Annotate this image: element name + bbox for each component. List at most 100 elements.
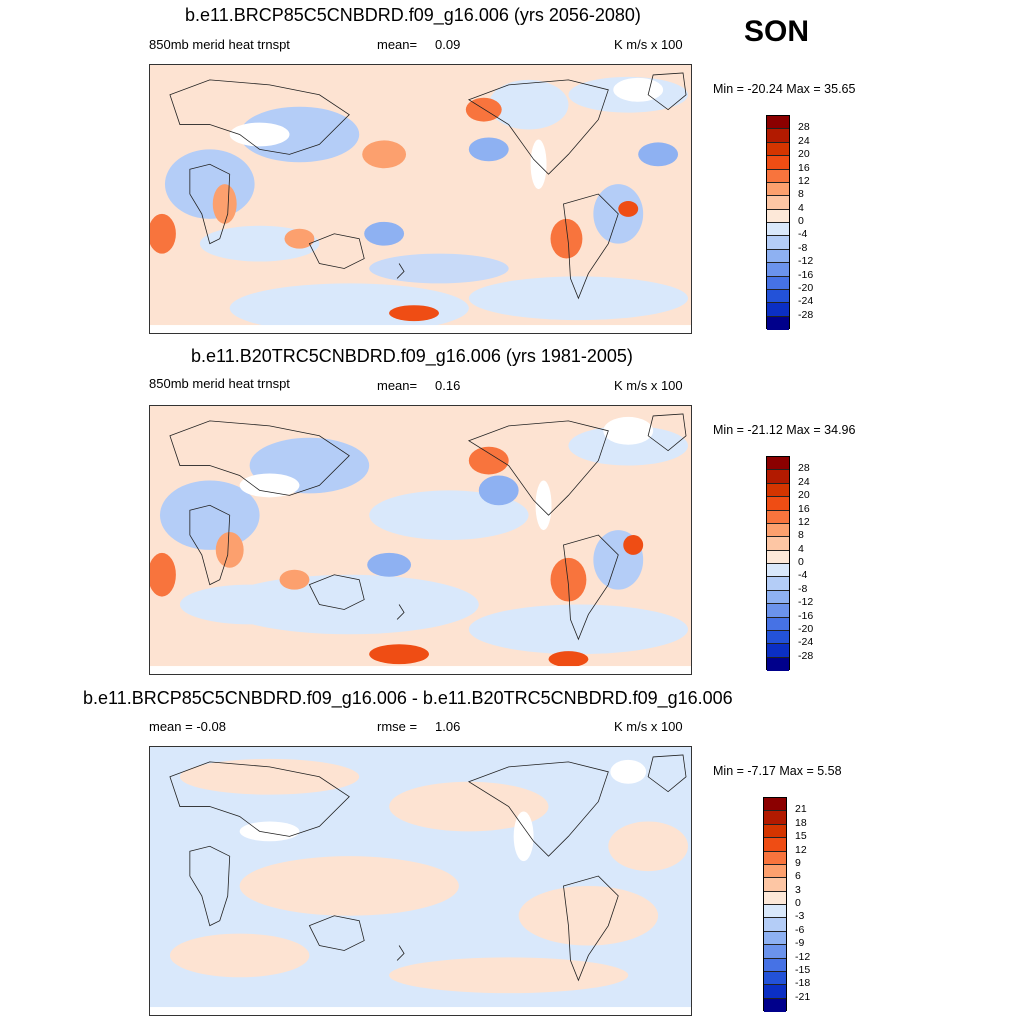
colorbar-tick-label: -12 <box>795 950 811 963</box>
colorbar-swatch <box>767 142 789 157</box>
colorbar-swatch <box>767 316 789 330</box>
colorbar-swatch <box>767 657 789 671</box>
colorbar-swatch <box>764 878 786 892</box>
colorbar-tick-label: 16 <box>798 161 810 174</box>
colorbar-swatch <box>764 971 786 986</box>
panel1-mean-value: 0.09 <box>435 37 461 52</box>
panel2-minmax: Min = -21.12 Max = 34.96 <box>713 423 856 437</box>
colorbar-tick-label: 6 <box>795 870 801 883</box>
colorbar-swatch <box>764 985 786 999</box>
panel3-minmax: Min = -7.17 Max = 5.58 <box>713 764 842 778</box>
colorbar-tick-label: -3 <box>795 910 805 923</box>
colorbar-swatch <box>767 617 789 631</box>
panel2-mean-value: 0.16 <box>435 378 461 393</box>
colorbar-tick-label: 0 <box>798 215 804 227</box>
panel1-minmax: Min = -20.24 Max = 35.65 <box>713 82 856 96</box>
colorbar-swatch <box>767 604 789 618</box>
colorbar-tick-label: -8 <box>798 241 808 254</box>
panel3-mean: mean = -0.08 <box>149 719 226 734</box>
colorbar-tick-label: 0 <box>798 556 804 568</box>
panel1-units: K m/s x 100 <box>614 37 683 52</box>
colorbar-tick-label: 16 <box>798 502 810 515</box>
colorbar-swatch <box>767 223 789 237</box>
colorbar-tick-label: 8 <box>798 188 804 201</box>
panel1-title: b.e11.BRCP85C5CNBDRD.f09_g16.006 (yrs 20… <box>185 5 641 25</box>
colorbar-swatch <box>767 537 789 551</box>
panel2-units: K m/s x 100 <box>614 378 683 393</box>
colorbar-swatch <box>767 457 789 471</box>
panel3-rmse-label: rmse = <box>377 719 418 734</box>
colorbar-swatch <box>767 249 789 264</box>
panel3-units: K m/s x 100 <box>614 719 683 734</box>
colorbar-tick-label: 15 <box>795 830 807 843</box>
colorbar-swatch <box>764 851 786 865</box>
colorbar-swatch <box>767 630 789 645</box>
colorbar-tick-label: -20 <box>798 622 814 635</box>
panel3-map <box>149 746 692 1016</box>
colorbar-tick-label: 12 <box>795 843 807 856</box>
panel3-rmse-value: 1.06 <box>435 719 461 734</box>
colorbar-swatch <box>764 918 786 932</box>
colorbar-tick-label: -18 <box>795 977 811 990</box>
colorbar-tick-label: -12 <box>798 596 814 609</box>
panel1-map-field <box>150 65 691 333</box>
colorbar-tick-label: -28 <box>798 649 814 662</box>
colorbar-tick-label: -24 <box>798 295 814 308</box>
colorbar-tick-label: 28 <box>798 121 810 134</box>
colorbar-swatch <box>764 798 786 812</box>
colorbar-swatch <box>764 905 786 919</box>
colorbar-swatch <box>767 590 789 605</box>
colorbar-swatch <box>764 838 786 852</box>
panel2-title: b.e11.B20TRC5CNBDRD.f09_g16.006 (yrs 198… <box>191 346 633 366</box>
colorbar-tick-label: 4 <box>798 542 804 555</box>
colorbar-tick-label: 20 <box>798 148 810 161</box>
colorbar-tick-label: -21 <box>795 990 811 1003</box>
colorbar-swatch <box>767 209 789 223</box>
colorbar-swatch <box>764 811 786 825</box>
panel1-variable: 850mb merid heat trnspt <box>149 37 290 52</box>
panel1-mean-label: mean= <box>377 37 418 52</box>
panel2-mean-label: mean= <box>377 378 418 393</box>
colorbar-swatch <box>767 169 789 183</box>
colorbar-swatch <box>767 303 789 317</box>
colorbar-swatch <box>767 564 789 578</box>
colorbar-swatch <box>767 263 789 277</box>
colorbar-swatch <box>767 483 789 498</box>
colorbar-swatch <box>767 196 789 210</box>
panel2-map-field <box>150 406 691 674</box>
colorbar-tick-label: 0 <box>795 897 801 909</box>
colorbar-tick-label: 28 <box>798 462 810 475</box>
colorbar-tick-label: 24 <box>798 475 810 488</box>
colorbar-tick-label: -12 <box>798 255 814 268</box>
colorbar-swatch <box>767 156 789 170</box>
colorbar-swatch <box>767 523 789 538</box>
colorbar-tick-label: -20 <box>798 281 814 294</box>
colorbar-swatch <box>767 644 789 658</box>
season-label: SON <box>744 15 810 48</box>
colorbar-tick-label: -16 <box>798 268 814 281</box>
panel2-variable: 850mb merid heat trnspt <box>149 376 290 391</box>
panel3-title: b.e11.BRCP85C5CNBDRD.f09_g16.006 - b.e11… <box>83 688 733 708</box>
colorbar-swatch <box>764 864 786 879</box>
colorbar-swatch <box>764 891 786 905</box>
colorbar-tick-label: -8 <box>798 582 808 595</box>
colorbar-tick-label: 3 <box>795 883 801 896</box>
colorbar-tick-label: 20 <box>798 489 810 502</box>
colorbar-swatch <box>764 998 786 1012</box>
panel1-map <box>149 64 692 334</box>
panel3-colorbar <box>763 797 787 1012</box>
colorbar-swatch <box>767 289 789 304</box>
colorbar-swatch <box>767 550 789 564</box>
colorbar-swatch <box>764 931 786 946</box>
colorbar-tick-label: -4 <box>798 228 808 241</box>
colorbar-swatch <box>767 182 789 197</box>
colorbar-swatch <box>764 824 786 839</box>
panel1-colorbar <box>766 115 790 330</box>
panel3-map-field <box>150 747 691 1015</box>
colorbar-tick-label: 8 <box>798 529 804 542</box>
colorbar-tick-label: 12 <box>798 515 810 528</box>
colorbar-swatch <box>767 510 789 524</box>
colorbar-tick-label: -24 <box>798 636 814 649</box>
colorbar-tick-label: 12 <box>798 174 810 187</box>
colorbar-swatch <box>767 577 789 591</box>
